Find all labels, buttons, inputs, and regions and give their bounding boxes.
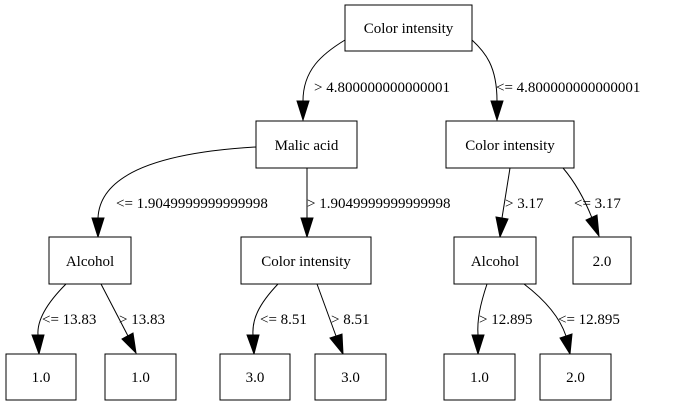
edge-malic-acid-to-color-intensity-mid [300, 168, 314, 239]
node-label: Color intensity [364, 21, 454, 37]
node-label: 1.0 [470, 370, 489, 386]
node-label: 1.0 [32, 370, 51, 386]
node-leaf-2-right: 2.0 [572, 236, 632, 285]
edge-label-root-to-malic-acid: > 4.800000000000001 [314, 80, 450, 96]
node-label: 2.0 [593, 254, 612, 270]
node-label: Malic acid [275, 138, 339, 154]
node-leaf-1b: 1.0 [104, 353, 177, 401]
node-leaf-3a: 3.0 [219, 353, 291, 401]
edge-label-alcohol-left-to-leaf-1a: <= 13.83 [42, 312, 96, 328]
node-label: 3.0 [341, 370, 360, 386]
node-label: Color intensity [261, 254, 351, 270]
edge-root-to-color-intensity-right [471, 39, 504, 122]
edge-color-intensity-mid-to-leaf-3a [246, 283, 279, 356]
edge-malic-acid-to-alcohol-left [91, 146, 257, 239]
node-leaf-3b: 3.0 [314, 353, 387, 401]
node-label: Alcohol [471, 254, 519, 270]
edge-color-intensity-mid-to-leaf-3b [316, 283, 344, 356]
edge-label-root-to-color-intensity-right: <= 4.800000000000001 [496, 80, 640, 96]
edge-label-malic-acid-to-color-intensity-mid: > 1.9049999999999998 [307, 196, 450, 212]
edge-alcohol-left-to-leaf-1b [100, 283, 137, 355]
edge-alcohol-right-to-leaf-2b [523, 283, 573, 356]
edge-label-color-intensity-right-to-leaf-2: <= 3.17 [574, 196, 621, 212]
edge-alcohol-left-to-leaf-1a [31, 283, 67, 356]
edge-label-alcohol-left-to-leaf-1b: > 13.83 [119, 312, 165, 328]
node-alcohol-left: Alcohol [48, 236, 132, 285]
edge-label-alcohol-right-to-leaf-2b: <= 12.895 [558, 312, 620, 328]
edge-label-alcohol-right-to-leaf-1c: > 12.895 [479, 312, 532, 328]
node-label: 1.0 [131, 370, 150, 386]
node-label: 2.0 [566, 370, 585, 386]
node-root-color-intensity: Color intensity [344, 4, 473, 52]
edge-label-color-intensity-mid-to-leaf-3a: <= 8.51 [260, 312, 307, 328]
node-color-intensity-mid: Color intensity [240, 236, 372, 285]
node-leaf-2b: 2.0 [539, 353, 612, 401]
edge-label-malic-acid-to-alcohol-left: <= 1.9049999999999998 [116, 196, 268, 212]
edge-label-color-intensity-mid-to-leaf-3b: > 8.51 [331, 312, 369, 328]
node-label: 3.0 [246, 370, 265, 386]
node-label: Color intensity [465, 138, 555, 154]
node-alcohol-right: Alcohol [453, 236, 537, 285]
edge-color-intensity-right-to-leaf-2 [562, 167, 600, 238]
edge-color-intensity-right-to-alcohol-right [495, 167, 511, 239]
node-label: Alcohol [66, 254, 114, 270]
edge-alcohol-right-to-leaf-1c [471, 283, 488, 356]
node-color-intensity-right: Color intensity [445, 120, 575, 169]
node-leaf-1c: 1.0 [443, 353, 516, 401]
edge-root-to-malic-acid [296, 39, 346, 122]
node-leaf-1a: 1.0 [5, 353, 77, 401]
edge-label-color-intensity-right-to-alcohol-right: > 3.17 [505, 196, 544, 212]
node-malic-acid: Malic acid [255, 120, 358, 169]
